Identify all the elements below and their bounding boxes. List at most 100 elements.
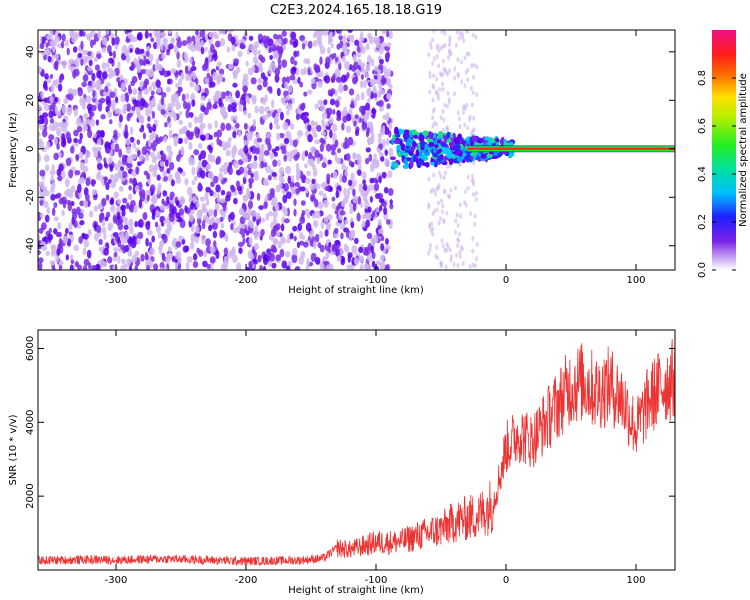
spectrogram-noise-mark (378, 198, 385, 203)
spectrogram-noise-mark (443, 30, 447, 36)
spectrogram-noise-mark (168, 129, 173, 139)
spectrogram-noise-mark (136, 112, 141, 118)
spectrogram-noise-mark (51, 181, 56, 190)
spectrogram-noise-mark (276, 159, 282, 167)
spectrogram-noise-mark (195, 225, 200, 235)
spectrogram-noise-mark (294, 266, 300, 270)
spectrogram-noise-mark (439, 174, 443, 180)
spectrogram-noise-mark (378, 175, 382, 184)
spectrogram-noise-mark (432, 107, 436, 113)
spectrogram-noise-mark (72, 69, 77, 79)
spectrogram-noise-mark (146, 265, 150, 270)
spectrogram-noise-mark (113, 251, 118, 258)
spectrogram-noise-mark (313, 132, 318, 139)
spectrogram-noise-mark (146, 194, 150, 202)
spectrogram-noise-mark (153, 30, 158, 37)
spectrogram-noise-mark (133, 57, 138, 65)
spectrogram-noise-mark (269, 252, 275, 262)
spectrogram-noise-mark (205, 186, 211, 193)
spectrogram-noise-mark (352, 54, 357, 63)
spectrogram-noise-mark (247, 154, 252, 160)
spectrogram-noise-mark (194, 84, 200, 92)
spectrogram-noise-mark (164, 121, 168, 128)
spectrogram-noise-mark (191, 35, 196, 43)
spectrogram-noise-mark (265, 112, 271, 119)
spectrogram-noise-mark (191, 179, 196, 186)
spectrogram-noise-mark (150, 151, 156, 158)
spectrogram-noise-mark (127, 84, 132, 93)
spectrogram-signal-mark (389, 156, 397, 161)
spectrogram-noise-mark (74, 170, 81, 176)
spectrogram-noise-mark (227, 137, 232, 143)
spectrogram-noise-mark (270, 228, 277, 238)
spectrogram-noise-mark (350, 172, 355, 181)
spectrogram-noise-mark (242, 237, 246, 245)
spectrogram-noise-mark (463, 55, 467, 61)
spectrogram-noise-mark (263, 181, 270, 187)
spectrogram-noise-mark (200, 46, 205, 55)
spectrogram-noise-mark (271, 99, 275, 109)
spectrogram-noise-mark (257, 49, 261, 56)
spectrogram-noise-mark (278, 45, 284, 55)
spectrogram-noise-mark (126, 155, 133, 164)
spectrogram-noise-mark (331, 75, 335, 82)
spectrogram-noise-mark (473, 213, 477, 219)
spectrogram-noise-mark (53, 202, 58, 208)
spectrogram-noise-mark (281, 216, 286, 224)
spectrogram-noise-mark (268, 210, 273, 217)
spectrogram-noise-mark (200, 169, 206, 179)
spectrogram-noise-mark (186, 256, 193, 263)
spectrogram-noise-mark (378, 45, 384, 55)
spectrogram-noise-mark (220, 208, 224, 216)
spectrogram-noise-mark (168, 121, 172, 129)
spectrogram-noise-mark (434, 253, 438, 259)
spectrogram-noise-mark (297, 222, 303, 232)
spectrogram-noise-mark (385, 137, 390, 146)
spectrogram-noise-mark (148, 164, 154, 173)
spectrogram-x-tick-label: -300 (105, 275, 128, 286)
colorbar-tick-label: 0.6 (697, 118, 708, 134)
spectrogram-noise-mark (89, 39, 94, 48)
spectrogram-noise-mark (162, 170, 168, 177)
snr-y-tick-label: 6000 (25, 336, 36, 361)
spectrogram-noise-mark (200, 95, 206, 101)
spectrogram-noise-mark (366, 232, 373, 240)
spectrogram-noise-mark (467, 51, 471, 57)
spectrogram-noise-mark (83, 199, 89, 209)
spectrogram-noise-mark (286, 265, 291, 270)
spectrogram-noise-mark (257, 254, 262, 263)
spectrogram-noise-mark (64, 39, 69, 47)
spectrogram-noise-mark (184, 92, 190, 100)
colorbar-tick-label: 0.0 (697, 262, 708, 278)
spectrogram-noise-mark (283, 154, 288, 162)
spectrogram-noise-mark (310, 120, 316, 127)
spectrogram-signal-mark (503, 142, 510, 147)
spectrogram-noise-mark (428, 222, 432, 228)
spectrogram-noise-mark (185, 73, 190, 82)
spectrogram-noise-mark (252, 56, 258, 64)
spectrogram-noise-mark (220, 91, 226, 100)
spectrogram-noise-mark (90, 118, 96, 127)
spectrogram-noise-mark (357, 169, 362, 176)
spectrogram-noise-mark (440, 81, 444, 87)
spectrogram-noise-mark (38, 257, 44, 264)
spectrogram-noise-mark (98, 238, 103, 246)
spectrogram-noise-mark (198, 154, 202, 161)
spectrogram-marks (38, 30, 675, 270)
spectrogram-noise-mark (134, 221, 138, 228)
spectrogram-noise-mark (89, 85, 95, 93)
spectrogram-noise-mark (108, 51, 113, 57)
spectrogram-noise-mark (372, 159, 379, 169)
spectrogram-noise-mark (374, 182, 380, 192)
spectrogram-noise-mark (268, 87, 273, 94)
spectrogram-noise-mark (466, 77, 470, 83)
spectrogram-signal-mark (495, 138, 500, 143)
spectrogram-noise-mark (254, 105, 259, 114)
spectrogram-noise-mark (267, 260, 273, 268)
spectrogram-noise-mark (101, 197, 107, 207)
spectrogram-noise-mark (274, 68, 281, 76)
spectrogram-noise-mark (176, 51, 180, 60)
spectrogram-noise-mark (46, 34, 51, 40)
spectrogram-noise-mark (465, 102, 469, 108)
spectrogram-noise-mark (128, 185, 132, 191)
